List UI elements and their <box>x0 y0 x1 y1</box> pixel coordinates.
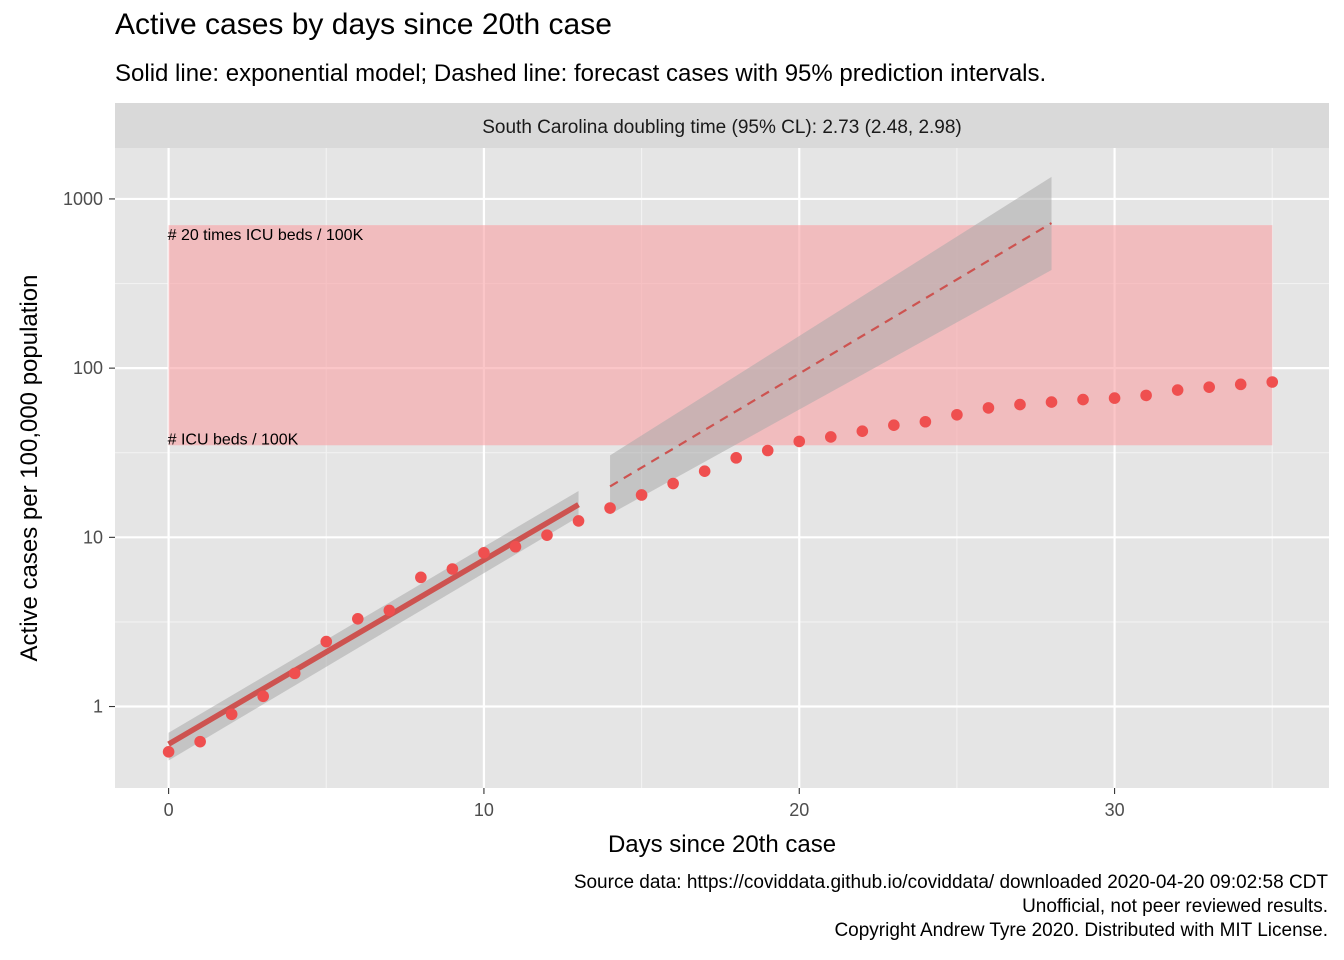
caption: Source data: https://coviddata.github.io… <box>574 871 1328 943</box>
x-tick-label: 10 <box>474 800 494 820</box>
data-point <box>383 604 396 617</box>
data-point <box>1077 393 1089 406</box>
data-point <box>352 613 364 625</box>
data-point <box>824 431 837 443</box>
data-point <box>604 502 616 514</box>
data-point <box>1140 389 1152 402</box>
data-point <box>698 465 711 477</box>
x-tick-label: 30 <box>1105 800 1125 820</box>
data-point <box>793 435 806 448</box>
data-point <box>951 408 963 421</box>
x-tick-label: 20 <box>789 800 809 820</box>
x-axis-title: Days since 20th case <box>608 831 836 858</box>
data-point <box>194 735 206 748</box>
lower-band-label: # ICU beds / 100K <box>168 431 299 448</box>
data-point <box>1266 376 1279 388</box>
data-point <box>1234 378 1247 391</box>
caption-copyright: Copyright Andrew Tyre 2020. Distributed … <box>834 920 1328 941</box>
data-point <box>1203 381 1215 393</box>
annotation-layer: # 20 times ICU beds / 100K # ICU beds / 1… <box>168 227 364 448</box>
data-point <box>888 419 900 431</box>
y-tick-label: 10 <box>83 527 103 547</box>
data-point <box>1014 398 1026 411</box>
data-point <box>1171 384 1184 396</box>
data-point <box>761 444 774 457</box>
y-tick-label: 1 <box>93 697 103 717</box>
data-point <box>667 477 679 490</box>
forecast-prediction-ribbon <box>610 176 1052 515</box>
upper-band-label: # 20 times ICU beds / 100K <box>168 227 364 244</box>
data-point <box>415 571 427 584</box>
data-point <box>446 563 459 575</box>
data-point <box>162 746 175 758</box>
forecast-line <box>609 222 1053 488</box>
facet-label: South Carolina doubling time (95% CL): 2… <box>482 117 962 138</box>
y-tick-label: 1000 <box>63 189 103 209</box>
data-point <box>856 425 869 437</box>
data-point <box>572 515 585 527</box>
data-point <box>730 452 742 464</box>
data-point <box>919 415 932 428</box>
data-point <box>225 708 238 721</box>
data-point <box>478 547 490 559</box>
y-tick-label: 100 <box>73 358 103 378</box>
data-point <box>1108 392 1121 404</box>
caption-source: Source data: https://coviddata.github.io… <box>573 872 1328 893</box>
data-point <box>982 402 995 414</box>
strip-background <box>115 103 1329 148</box>
point-layer <box>162 376 1279 758</box>
data-point <box>257 690 270 703</box>
data-point <box>320 635 333 648</box>
data-point <box>1045 396 1058 408</box>
data-point <box>541 529 553 541</box>
axes: 0 10 20 30 1 10 100 1000 <box>63 189 1125 820</box>
caption-disclaimer: Unofficial, not peer reviewed results. <box>1022 896 1328 917</box>
chart-subtitle: Solid line: exponential model; Dashed li… <box>115 60 1047 87</box>
data-point <box>509 540 522 553</box>
chart-title: Active cases by days since 20th case <box>115 8 612 41</box>
x-tick-label: 0 <box>164 800 174 820</box>
y-axis-title: Active cases per 100,000 population <box>16 275 43 662</box>
data-point <box>288 667 301 680</box>
data-point <box>635 489 648 501</box>
